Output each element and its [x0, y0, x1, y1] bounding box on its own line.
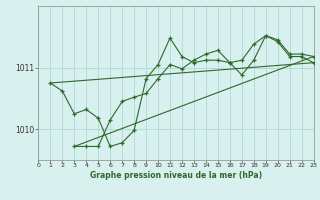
X-axis label: Graphe pression niveau de la mer (hPa): Graphe pression niveau de la mer (hPa): [90, 171, 262, 180]
